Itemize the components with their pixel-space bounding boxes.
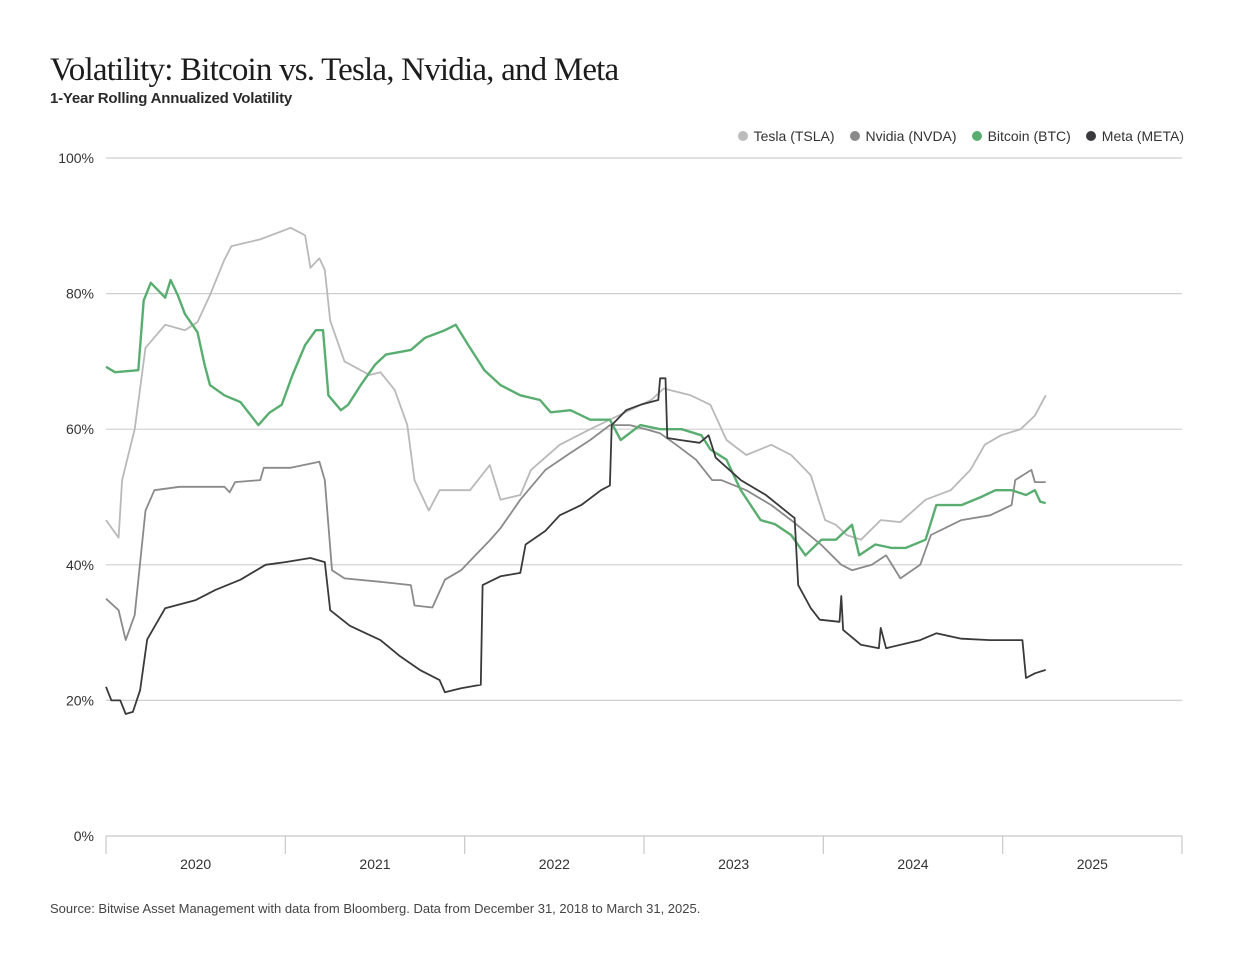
x-tick-label: 2025 xyxy=(1077,856,1108,872)
gridlines xyxy=(106,157,1182,702)
legend-dot-icon xyxy=(971,131,982,141)
x-tick-label: 2020 xyxy=(180,856,211,872)
series-line-bitcoin xyxy=(105,278,1047,557)
legend-item-tesla: Tesla (TSLA) xyxy=(737,128,835,144)
series-line-meta xyxy=(105,377,1046,715)
y-tick-label: 80% xyxy=(66,286,94,302)
legend-item-bitcoin: Bitcoin (BTC) xyxy=(971,128,1071,144)
series-lines xyxy=(105,226,1047,715)
y-tick-label: 20% xyxy=(66,692,94,708)
x-axis: 2020 2021 2022 2023 2024 2025 xyxy=(105,835,1183,872)
y-tick-label: 40% xyxy=(66,557,94,573)
chart-subtitle: 1-Year Rolling Annualized Volatility xyxy=(50,90,293,107)
legend-item-meta: Meta (META) xyxy=(1085,128,1184,144)
y-tick-label: 100% xyxy=(58,150,94,166)
x-tick-label: 2021 xyxy=(359,856,390,872)
legend-dot-icon xyxy=(849,131,860,141)
legend: Tesla (TSLA) Nvidia (NVDA) Bitcoin (BTC)… xyxy=(737,128,1184,144)
chart-title: Volatility: Bitcoin vs. Tesla, Nvidia, a… xyxy=(50,52,619,88)
x-tick-label: 2023 xyxy=(718,856,749,872)
x-tick-label: 2022 xyxy=(539,856,570,872)
x-tick-label: 2024 xyxy=(897,856,928,872)
legend-label: Bitcoin (BTC) xyxy=(987,128,1071,144)
legend-label: Nvidia (NVDA) xyxy=(865,128,957,144)
legend-item-nvidia: Nvidia (NVDA) xyxy=(849,128,957,144)
y-tick-label: 0% xyxy=(74,828,94,844)
source-note: Source: Bitwise Asset Management with da… xyxy=(50,901,701,916)
series-line-nvidia xyxy=(105,424,1046,641)
legend-label: Tesla (TSLA) xyxy=(753,128,835,144)
legend-label: Meta (META) xyxy=(1101,128,1184,144)
legend-dot-icon xyxy=(1085,131,1096,141)
y-tick-label: 60% xyxy=(66,421,94,437)
legend-dot-icon xyxy=(737,131,748,141)
y-axis-ticks: 0% 20% 40% 60% 80% 100% xyxy=(58,150,94,844)
series-line-tesla xyxy=(105,226,1047,541)
